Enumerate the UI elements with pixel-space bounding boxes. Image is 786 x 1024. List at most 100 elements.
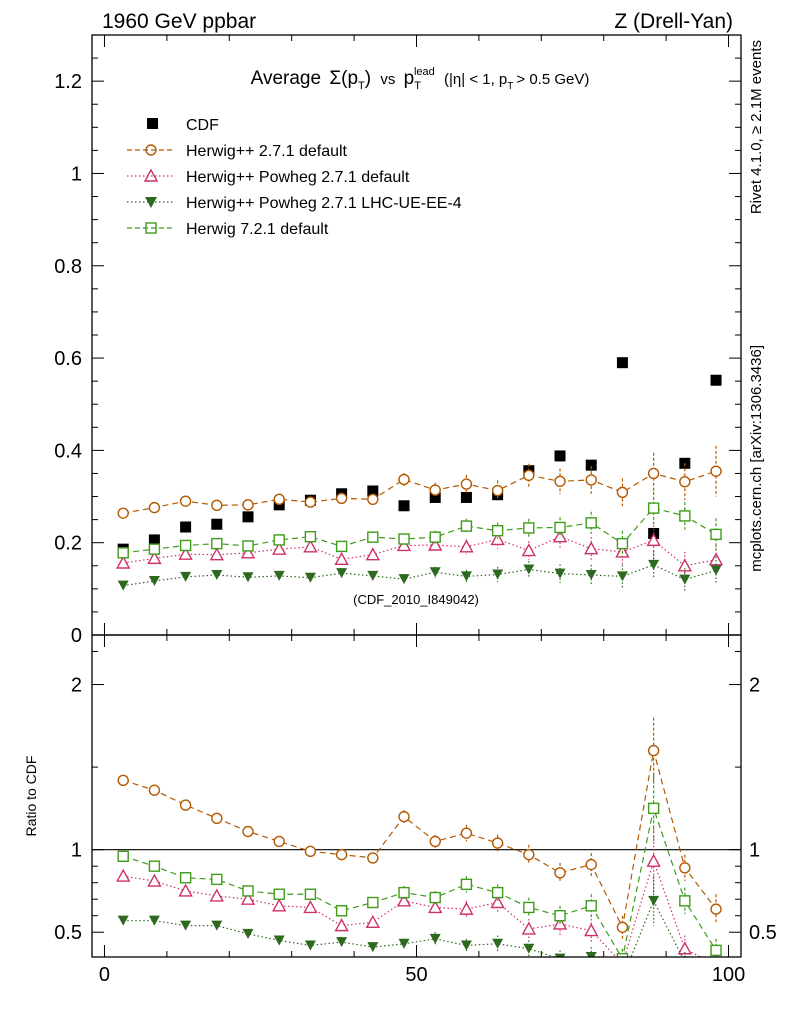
- marker: [646, 532, 661, 547]
- marker: [273, 570, 285, 581]
- marker: [492, 938, 504, 949]
- marker: [460, 878, 473, 891]
- marker: [554, 475, 566, 488]
- marker: [616, 357, 628, 369]
- y-tick-label-right-2: 2: [749, 675, 760, 697]
- marker: [367, 570, 379, 581]
- marker: [148, 534, 160, 546]
- marker: [621, 956, 623, 957]
- marker: [710, 565, 722, 576]
- marker: [460, 491, 472, 503]
- marker: [178, 546, 193, 560]
- marker: [679, 510, 691, 522]
- marker: [335, 540, 348, 553]
- series-line-3: [123, 564, 717, 587]
- series-2: [117, 876, 691, 983]
- marker: [242, 928, 254, 939]
- marker: [584, 541, 599, 555]
- marker: [646, 853, 661, 867]
- marker: [396, 893, 412, 907]
- marker: [116, 555, 131, 569]
- ratio-frame: [91, 634, 742, 958]
- marker: [554, 910, 566, 922]
- marker: [552, 529, 568, 543]
- marker: [148, 860, 161, 872]
- marker: [554, 521, 566, 534]
- legend-powheg-lhc-label: Herwig++ Powheg 2.7.1 LHC-UE-EE-4: [186, 195, 462, 212]
- marker: [491, 886, 504, 899]
- marker: [304, 572, 316, 583]
- marker: [272, 541, 287, 555]
- marker: [708, 552, 724, 566]
- legend-herwigpp-default: Herwig++ 2.7.1 default: [127, 143, 348, 160]
- marker: [710, 374, 722, 386]
- rivet-label: Rivet 4.1.0, ≥ 2.1M events: [748, 40, 765, 214]
- marker: [429, 933, 441, 944]
- legend-cdf: CDF: [147, 117, 219, 134]
- marker: [584, 923, 599, 937]
- marker: [148, 784, 161, 796]
- marker: [117, 774, 129, 787]
- marker: [334, 551, 349, 566]
- marker: [304, 530, 317, 543]
- y-tick-label-5: 1: [71, 163, 82, 185]
- marker: [180, 920, 192, 931]
- marker: [554, 867, 566, 879]
- marker: [459, 901, 474, 915]
- series-2: [116, 521, 724, 580]
- marker: [304, 845, 317, 858]
- mcplots-label: mcplots.cern.ch [arXiv:1306.3436]: [748, 345, 765, 572]
- marker: [335, 905, 348, 917]
- marker: [304, 940, 316, 951]
- series-line-1: [123, 859, 702, 957]
- marker: [242, 885, 254, 897]
- marker: [117, 580, 129, 591]
- marker: [460, 571, 472, 582]
- marker: [647, 802, 660, 815]
- legend-powheg-default: Herwig++ Powheg 2.7.1 default: [127, 168, 410, 186]
- y-tick-label-3: 0.6: [54, 348, 82, 370]
- marker: [273, 835, 285, 848]
- ratio-series: [116, 717, 722, 983]
- marker: [180, 571, 192, 582]
- marker: [148, 915, 160, 926]
- legend-herwigpp-default-marker: [145, 144, 157, 156]
- marker: [367, 485, 379, 497]
- marker: [491, 524, 504, 537]
- ratio-plot: 0.5 0.5 1 1 2 2 0 50 100 Ratio to CDF: [23, 634, 777, 986]
- marker: [521, 543, 537, 557]
- marker: [273, 935, 285, 946]
- marker: [648, 559, 660, 570]
- marker: [647, 502, 660, 514]
- marker: [335, 492, 348, 505]
- marker: [585, 858, 597, 871]
- marker: [617, 973, 628, 983]
- legend-herwig7-marker: [145, 222, 157, 234]
- y-tick-label-2: 2: [71, 675, 82, 697]
- marker: [429, 491, 441, 503]
- marker: [523, 848, 535, 861]
- marker: [523, 469, 535, 482]
- marker: [117, 850, 129, 862]
- legend-herwig7: Herwig 7.2.1 default: [127, 221, 329, 238]
- marker: [554, 953, 566, 957]
- legend-powheg-lhc: Herwig++ Powheg 2.7.1 LHC-UE-EE-4: [127, 195, 462, 212]
- legend-powheg-lhc-marker: [145, 197, 157, 208]
- marker: [429, 531, 441, 543]
- marker: [429, 484, 441, 496]
- marker: [616, 952, 629, 957]
- y-tick-label-right-0: 0.5: [749, 922, 777, 944]
- marker: [616, 486, 629, 499]
- legend: CDF Herwig++ 2.7.1 default Herwig++ Powh…: [127, 117, 462, 238]
- marker: [303, 539, 318, 553]
- series-0: [117, 357, 722, 555]
- marker: [616, 921, 629, 933]
- marker: [429, 891, 441, 904]
- marker: [648, 895, 660, 906]
- series-clip-group: [116, 717, 722, 983]
- marker: [460, 520, 473, 532]
- marker: [429, 567, 441, 578]
- marker: [367, 493, 379, 506]
- main-plot: 0 0.2 0.4 0.6 0.8 1 1.2 Average Σ(pT) vs pTlea…: [54, 34, 742, 647]
- legend-herwigpp-default-label: Herwig++ 2.7.1 default: [186, 143, 348, 160]
